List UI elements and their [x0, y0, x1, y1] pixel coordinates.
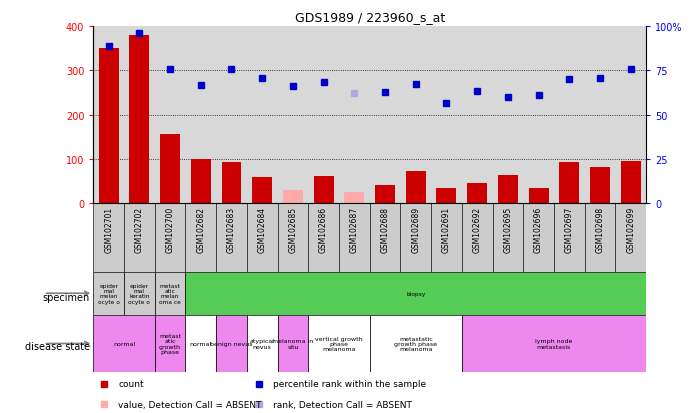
Bar [93, 272, 124, 315]
Bar [314, 176, 334, 204]
Bar [191, 159, 211, 204]
Text: metastatic
growth phase
melanoma: metastatic growth phase melanoma [395, 336, 437, 351]
Text: melanoma in
situ: melanoma in situ [272, 339, 314, 349]
Bar [155, 204, 185, 272]
Bar [247, 204, 278, 272]
Text: GSM102686: GSM102686 [319, 206, 328, 253]
Text: metast
atic
growth
phase: metast atic growth phase [159, 333, 181, 354]
Bar [155, 272, 185, 315]
Text: GSM102695: GSM102695 [503, 206, 513, 253]
Text: GSM102702: GSM102702 [135, 206, 144, 253]
Text: lymph node
metastasis: lymph node metastasis [536, 339, 573, 349]
Text: GSM102701: GSM102701 [104, 206, 113, 253]
Bar [129, 36, 149, 204]
Text: biopsy: biopsy [406, 291, 426, 296]
Bar [155, 315, 185, 373]
Bar [185, 315, 216, 373]
Bar [462, 204, 493, 272]
Text: GSM102683: GSM102683 [227, 206, 236, 253]
Text: epider
mal
melan
ocyte o: epider mal melan ocyte o [97, 283, 120, 304]
Title: GDS1989 / 223960_s_at: GDS1989 / 223960_s_at [294, 11, 445, 24]
Bar [375, 185, 395, 204]
Bar [308, 204, 339, 272]
Bar [590, 168, 610, 204]
Bar [124, 204, 155, 272]
Text: GSM102688: GSM102688 [381, 206, 390, 252]
Text: GSM102700: GSM102700 [166, 206, 175, 253]
Text: metast
atic
melan
oma ce: metast atic melan oma ce [159, 283, 181, 304]
Bar [400, 204, 431, 272]
Bar [529, 188, 549, 204]
Bar [523, 204, 554, 272]
Text: specimen: specimen [43, 292, 90, 302]
Bar [462, 315, 646, 373]
Text: normal: normal [190, 341, 212, 346]
Text: GSM102699: GSM102699 [626, 206, 635, 253]
Bar [431, 204, 462, 272]
Bar [339, 204, 370, 272]
Text: atypical
nevus: atypical nevus [249, 339, 275, 349]
Bar [437, 188, 457, 204]
Text: GSM102691: GSM102691 [442, 206, 451, 253]
Bar [185, 272, 646, 315]
Text: GSM102685: GSM102685 [288, 206, 297, 253]
Bar [308, 315, 370, 373]
Bar [278, 315, 308, 373]
Text: count: count [118, 379, 144, 388]
Bar [216, 204, 247, 272]
Bar [93, 204, 124, 272]
Bar [585, 204, 616, 272]
Bar [160, 134, 180, 204]
Bar [252, 177, 272, 204]
Bar [616, 204, 646, 272]
Bar [124, 272, 155, 315]
Bar [559, 163, 579, 204]
Bar [278, 204, 308, 272]
Text: GSM102687: GSM102687 [350, 206, 359, 253]
Bar [216, 315, 247, 373]
Text: value, Detection Call = ABSENT: value, Detection Call = ABSENT [118, 400, 262, 408]
Text: GSM102698: GSM102698 [596, 206, 605, 253]
Text: GSM102689: GSM102689 [411, 206, 420, 253]
Text: GSM102696: GSM102696 [534, 206, 543, 253]
Bar [247, 315, 278, 373]
Bar [370, 204, 400, 272]
Bar [406, 172, 426, 204]
Bar [222, 163, 241, 204]
Text: GSM102684: GSM102684 [258, 206, 267, 253]
Bar [185, 204, 216, 272]
Text: GSM102682: GSM102682 [196, 206, 205, 252]
Bar [621, 162, 641, 204]
Text: benign nevus: benign nevus [210, 341, 253, 346]
Text: GSM102692: GSM102692 [473, 206, 482, 253]
Bar [99, 49, 119, 204]
Text: rank, Detection Call = ABSENT: rank, Detection Call = ABSENT [273, 400, 412, 408]
Bar [498, 175, 518, 204]
Bar [554, 204, 585, 272]
Text: percentile rank within the sample: percentile rank within the sample [273, 379, 426, 388]
Text: normal: normal [113, 341, 135, 346]
Text: GSM102697: GSM102697 [565, 206, 574, 253]
Text: epider
mal
keratin
ocyte o: epider mal keratin ocyte o [129, 283, 150, 304]
Bar [283, 191, 303, 204]
Text: vertical growth
phase
melanoma: vertical growth phase melanoma [315, 336, 363, 351]
Bar [344, 193, 364, 204]
Bar [370, 315, 462, 373]
Bar [93, 315, 155, 373]
Bar [493, 204, 523, 272]
Text: disease state: disease state [25, 341, 90, 351]
Bar [467, 183, 487, 204]
